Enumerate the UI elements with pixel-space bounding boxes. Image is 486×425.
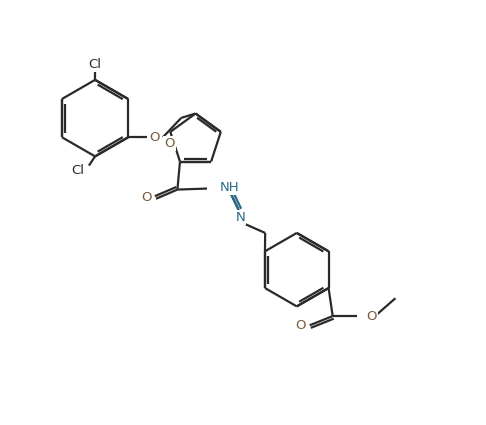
Text: O: O: [150, 131, 160, 144]
Text: O: O: [295, 319, 306, 332]
Text: Cl: Cl: [88, 58, 102, 71]
Text: N: N: [235, 211, 245, 224]
Text: NH: NH: [220, 181, 240, 193]
Text: Cl: Cl: [71, 164, 84, 177]
Text: O: O: [164, 136, 174, 150]
Text: O: O: [141, 191, 152, 204]
Text: O: O: [366, 309, 377, 323]
